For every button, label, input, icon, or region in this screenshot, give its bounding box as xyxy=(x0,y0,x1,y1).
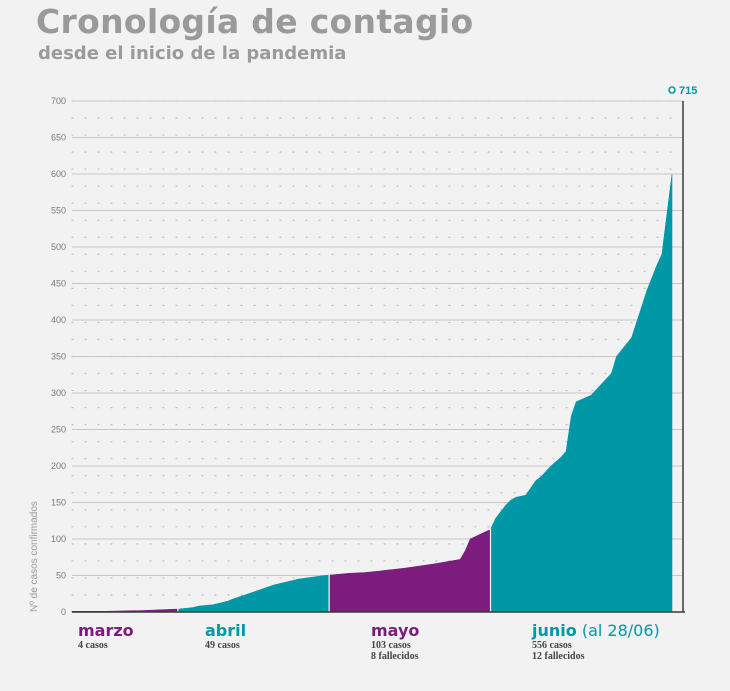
y-tick-label: 300 xyxy=(51,388,66,398)
month-cases: 4 casos xyxy=(78,640,108,651)
y-tick-label: 450 xyxy=(51,279,66,289)
month-cases: 103 casos xyxy=(371,640,411,651)
month-cases: 49 casos xyxy=(205,640,240,651)
chart-title: Cronología de contagio xyxy=(36,2,474,41)
month-note: (al 28/06) xyxy=(576,621,660,640)
month-name-text: mayo xyxy=(371,621,420,640)
y-axis-label: Nº de casos confirmados xyxy=(29,501,40,612)
y-tick-label: 700 xyxy=(51,96,66,106)
month-name: marzo xyxy=(78,622,134,640)
month-name-text: junio xyxy=(532,621,577,640)
y-tick-label: 150 xyxy=(51,498,66,508)
month-deaths: 8 fallecidos xyxy=(371,651,419,662)
chart-subtitle: desde el inicio de la pandemia xyxy=(38,43,347,64)
month-cases: 556 casos xyxy=(532,640,572,651)
y-tick-label: 550 xyxy=(51,206,66,216)
month-name: mayo xyxy=(371,622,419,640)
month-name-text: marzo xyxy=(78,621,134,640)
area-segment-mayo xyxy=(328,529,491,613)
area-segment-abril xyxy=(177,574,330,613)
y-tick-label: 400 xyxy=(51,315,66,325)
y-tick-label: 650 xyxy=(51,133,66,143)
month-name: junio (al 28/06) xyxy=(532,622,660,640)
y-tick-label: 250 xyxy=(51,425,66,435)
y-tick-label: 50 xyxy=(56,571,66,581)
area-segment-junio xyxy=(490,173,673,613)
month-label-mayo: mayo 103 casos 8 fallecidos xyxy=(371,622,419,663)
month-label-abril: abril 49 casos xyxy=(205,622,246,652)
y-tick-label: 500 xyxy=(51,242,66,252)
y-tick-label: 600 xyxy=(51,169,66,179)
month-name: abril xyxy=(205,622,246,640)
y-tick-label: 0 xyxy=(61,607,66,617)
month-deaths: 12 fallecidos xyxy=(532,651,585,662)
y-tick-label: 200 xyxy=(51,461,66,471)
month-label-junio: junio (al 28/06) 556 casos 12 fallecidos xyxy=(532,622,660,663)
y-tick-label: 100 xyxy=(51,534,66,544)
month-name-text: abril xyxy=(205,621,247,640)
end-point-marker xyxy=(668,86,676,94)
y-tick-label: 350 xyxy=(51,352,66,362)
end-value-label: 715 xyxy=(679,85,697,97)
month-label-marzo: marzo 4 casos xyxy=(78,622,134,652)
